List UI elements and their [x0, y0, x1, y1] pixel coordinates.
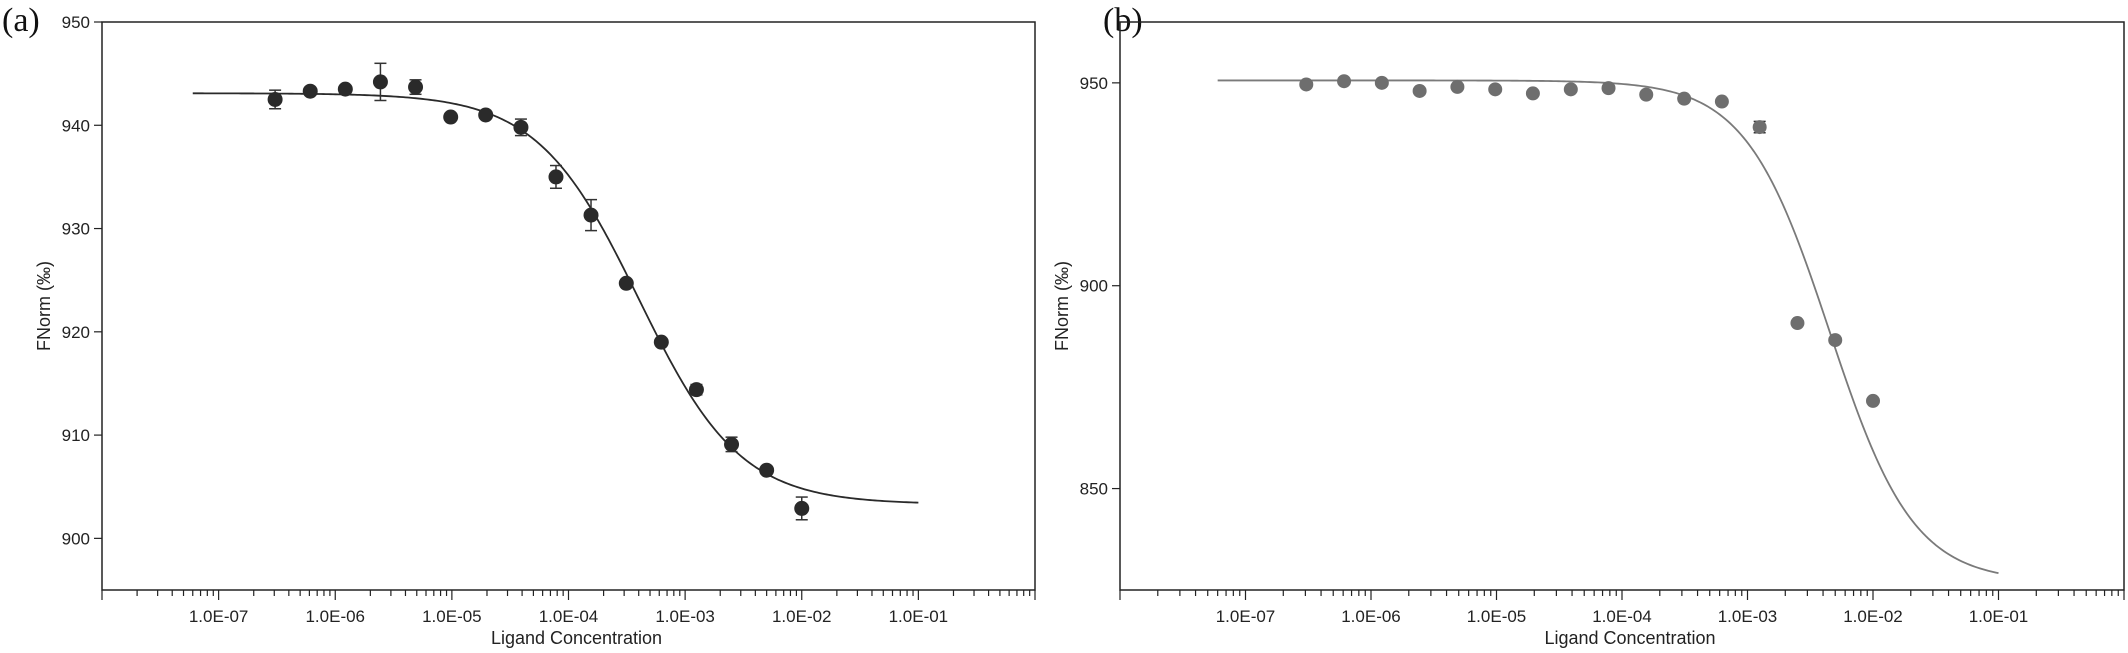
y-tick-label: 930: [62, 220, 90, 239]
data-point: [1866, 393, 1880, 408]
data-point: [1488, 82, 1503, 97]
data-point: [302, 83, 318, 99]
x-tick-label: 1.0E-04: [539, 607, 599, 626]
fit-curve: [192, 92, 919, 504]
x-axis-label: Ligand Concentration: [491, 628, 662, 648]
x-tick-label: 1.0E-02: [1843, 607, 1903, 626]
data-point: [1299, 77, 1314, 92]
data-point: [1752, 120, 1767, 135]
data-point: [1374, 75, 1389, 90]
data-point: [408, 79, 424, 95]
y-tick-label: 950: [1080, 74, 1108, 93]
x-tick-label: 1.0E-01: [1969, 607, 2029, 626]
y-axis-label: FNorm (‰): [1052, 261, 1072, 351]
y-tick-label: 940: [62, 116, 90, 135]
x-tick-label: 1.0E-02: [772, 607, 832, 626]
data-point: [1714, 94, 1729, 109]
data-point: [337, 81, 353, 97]
x-tick-label: 1.0E-03: [1718, 607, 1778, 626]
data-point: [478, 107, 494, 123]
x-tick-label: 1.0E-07: [1216, 607, 1276, 626]
binding-curve-chart-b: 1.0E-07 1.0E-06 1.0E-05 1.0E-04 1.0E-03 1.0E-…: [1052, 21, 2125, 648]
data-point: [1563, 82, 1578, 97]
plot-frame: [1119, 21, 2125, 591]
data-point: [443, 109, 459, 125]
data-point: [372, 74, 388, 90]
data-point: [1677, 91, 1692, 106]
y-tick-label: 850: [1080, 480, 1108, 499]
data-point: [1337, 74, 1352, 89]
fit-curve: [1217, 79, 1999, 575]
binding-curve-chart-a: 1.0E-07 1.0E-06 1.0E-05 1.0E-04 1.0E-03 1.0E-…: [34, 13, 1036, 648]
x-tick-label: 1.0E-01: [889, 607, 949, 626]
x-tick-label: 1.0E-03: [655, 607, 715, 626]
data-point: [688, 382, 704, 398]
data-point: [618, 275, 634, 291]
data-point: [513, 119, 529, 135]
data-point: [759, 462, 775, 478]
panel-label-b: (b): [1103, 2, 1143, 39]
data-point: [1639, 87, 1654, 102]
data-point: [1790, 316, 1805, 331]
plot-frame: [101, 21, 1036, 591]
x-tick-label: 1.0E-05: [1467, 607, 1527, 626]
x-axis-label: Ligand Concentration: [1544, 628, 1715, 648]
x-tick-label: 1.0E-07: [189, 607, 249, 626]
data-point: [1828, 333, 1843, 348]
x-tick-label: 1.0E-06: [1341, 607, 1401, 626]
y-axis-label: FNorm (‰): [34, 261, 54, 351]
data-point: [1525, 86, 1540, 101]
panel-label-a: (a): [2, 2, 40, 39]
y-tick-label: 900: [62, 529, 90, 548]
data-point: [583, 207, 599, 223]
x-tick-label: 1.0E-04: [1592, 607, 1652, 626]
data-point: [1412, 83, 1427, 98]
data-point: [794, 500, 810, 516]
data-point: [653, 334, 669, 350]
y-tick-label: 900: [1080, 277, 1108, 296]
y-tick-label: 910: [62, 426, 90, 445]
data-point: [724, 436, 740, 452]
data-point: [267, 91, 283, 107]
y-tick-label: 950: [62, 13, 90, 32]
x-tick-label: 1.0E-06: [305, 607, 365, 626]
data-point: [1450, 79, 1465, 94]
y-tick-label: 920: [62, 323, 90, 342]
data-point: [548, 169, 564, 185]
data-point: [1601, 81, 1616, 96]
x-tick-label: 1.0E-05: [422, 607, 482, 626]
